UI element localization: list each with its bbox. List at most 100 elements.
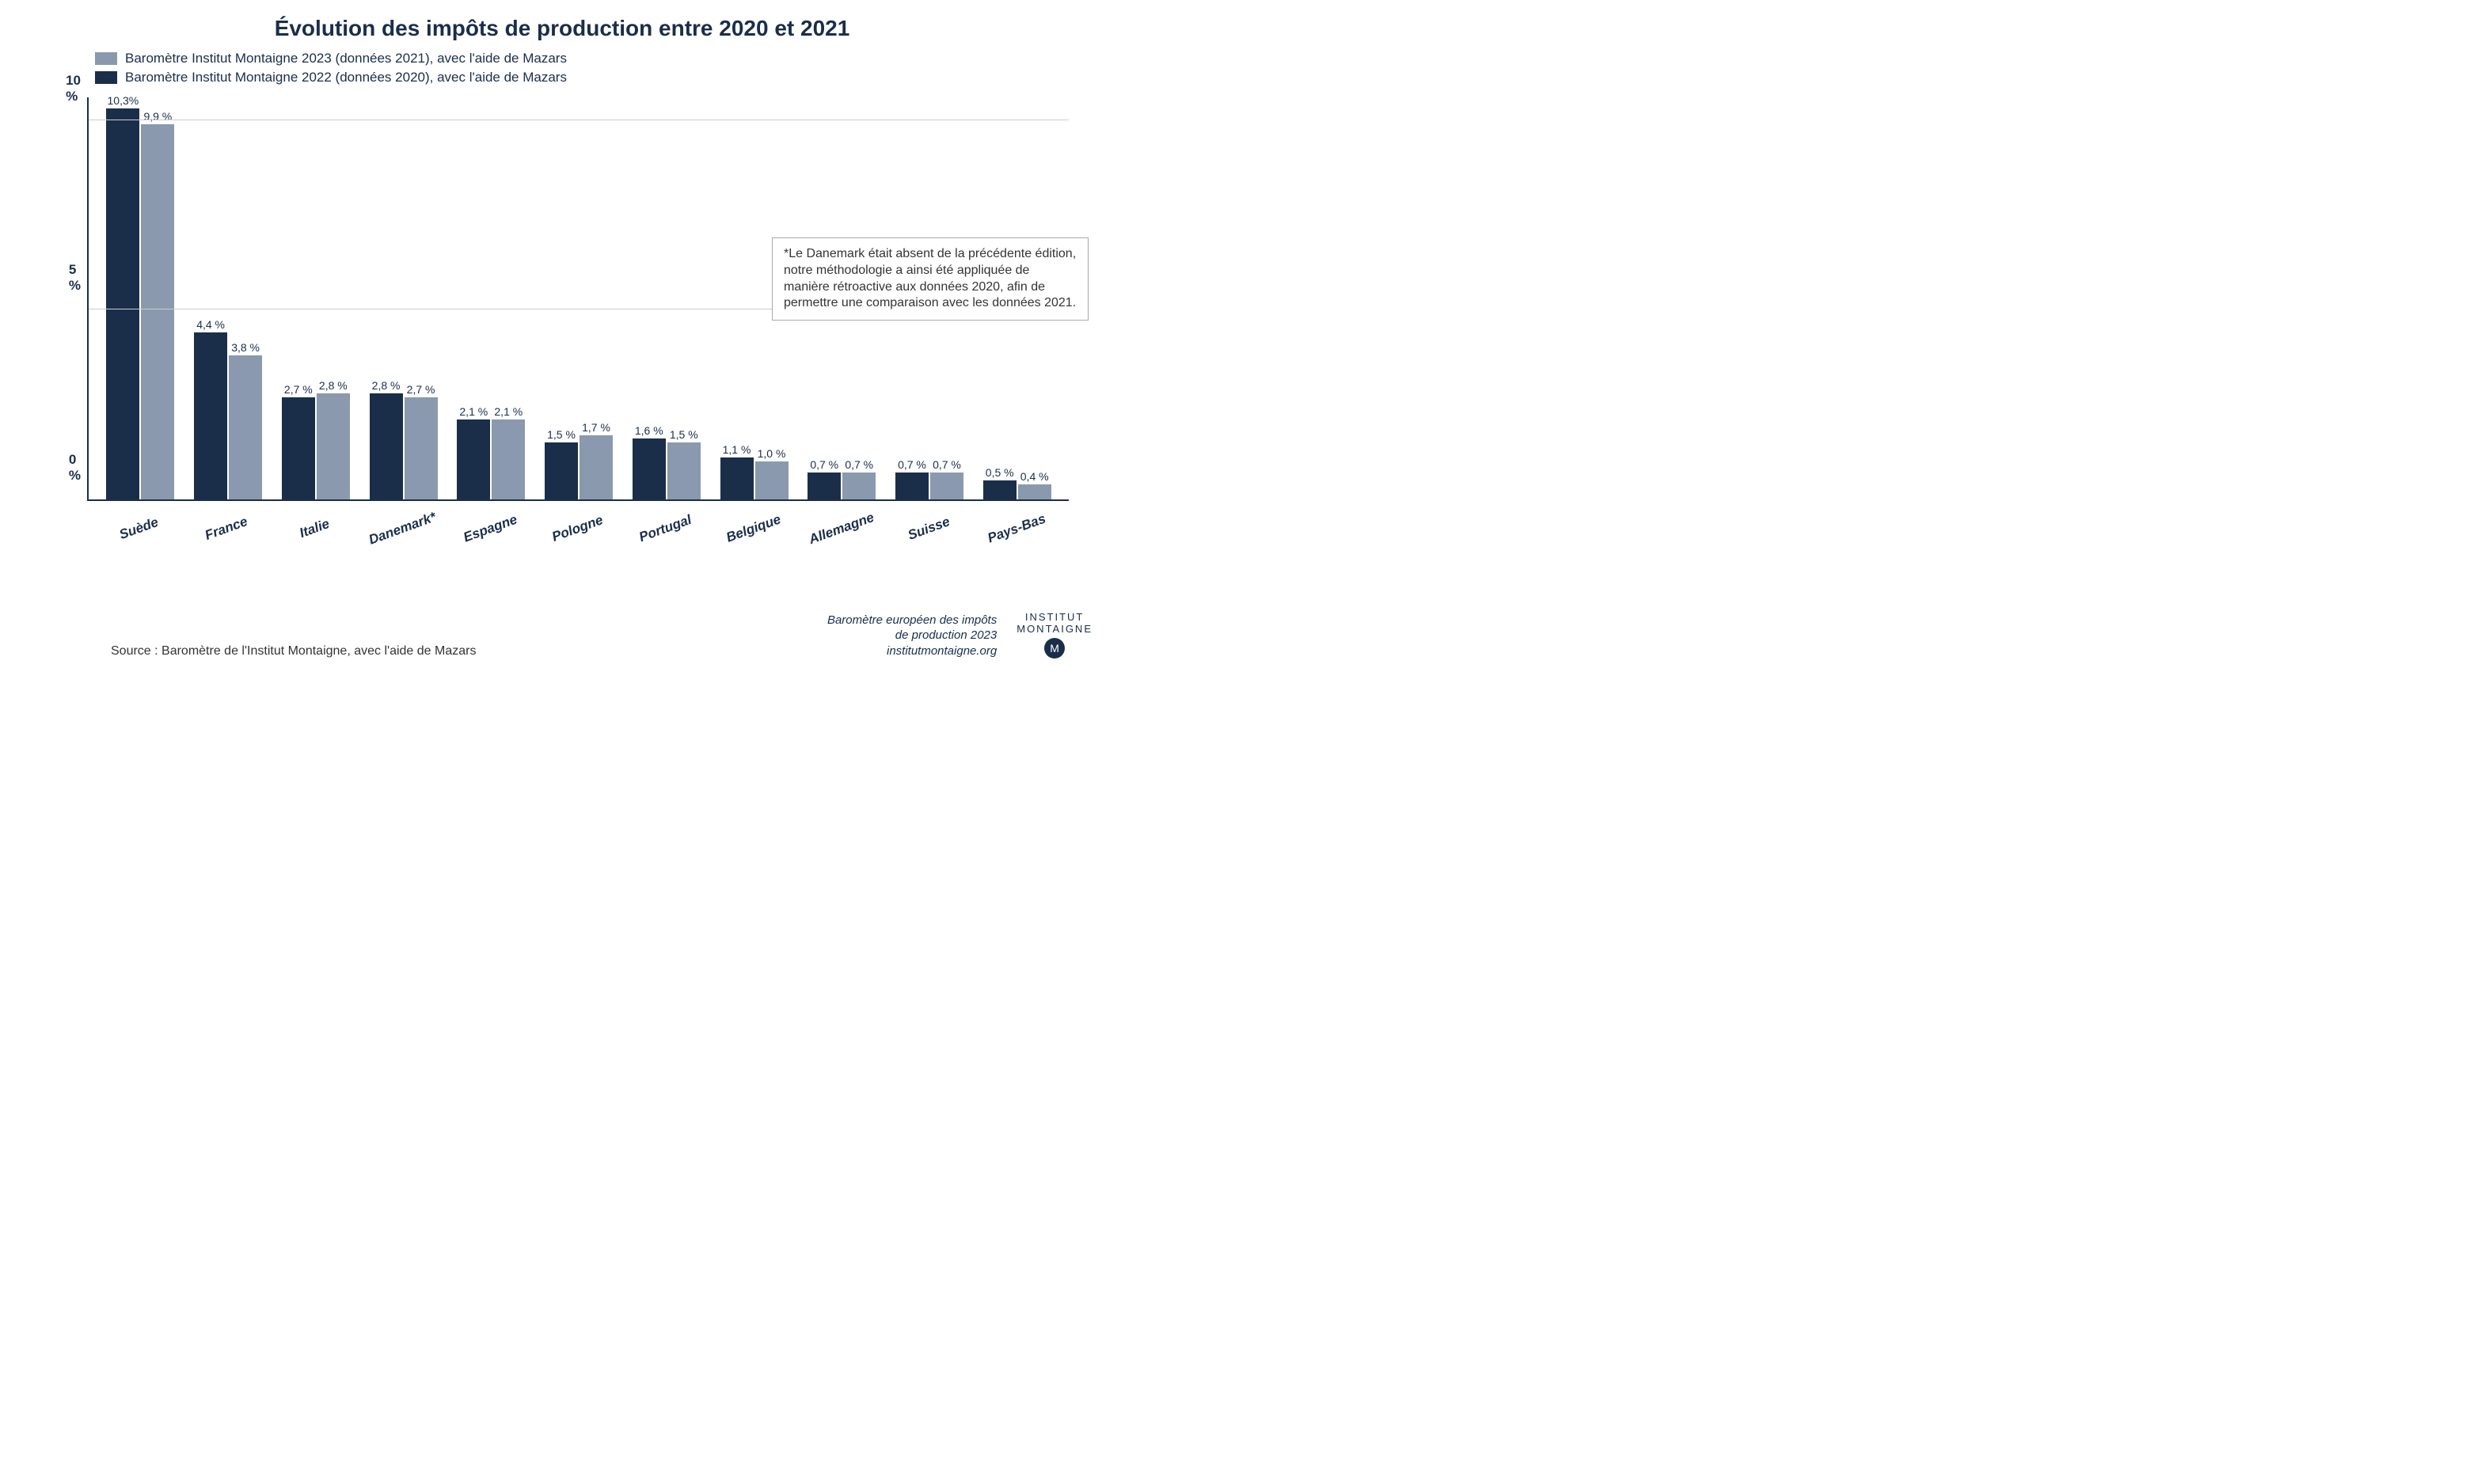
- bar-rect: [1018, 484, 1051, 499]
- bar-group: 1,6 % 1,5 %: [622, 97, 710, 499]
- bar-rect: [457, 419, 490, 499]
- legend-item-2022: Baromètre Institut Montaigne 2022 (donné…: [95, 70, 1093, 85]
- x-axis-label-text: France: [203, 514, 250, 544]
- bar: 2,8 %: [370, 97, 403, 499]
- y-axis-tick-label: 0 %: [69, 452, 81, 484]
- bar-value-label: 1,5 %: [547, 428, 576, 441]
- x-axis-label: Suisse: [885, 501, 973, 537]
- bar-value-label: 1,1 %: [723, 443, 751, 456]
- x-axis-label: Pays-Bas: [973, 501, 1061, 537]
- note-box: *Le Danemark était absent de la précéden…: [772, 237, 1089, 321]
- bar-rect: [580, 435, 613, 499]
- bar-rect: [633, 438, 666, 499]
- legend-label-2023: Baromètre Institut Montaigne 2023 (donné…: [125, 51, 567, 66]
- bar: 2,1 %: [492, 97, 525, 499]
- x-axis-label: Danemark*: [359, 501, 447, 537]
- x-axis-label-text: Suisse: [906, 514, 952, 544]
- logo: INSTITUT MONTAIGNE M: [1017, 612, 1093, 659]
- bar-value-label: 3,8 %: [231, 341, 260, 354]
- x-axis-label-text: Danemark*: [367, 509, 438, 548]
- bar-rect: [282, 397, 315, 499]
- footer: Source : Baromètre de l'Institut Montaig…: [32, 612, 1093, 659]
- bar-rect: [106, 108, 139, 499]
- bar: 2,8 %: [317, 97, 350, 499]
- bar-value-label: 2,1 %: [494, 405, 523, 418]
- bar-rect: [229, 355, 262, 499]
- bar-rect: [667, 442, 701, 499]
- bar-rect: [492, 419, 525, 499]
- bar-value-label: 0,5 %: [986, 466, 1014, 479]
- chart-title: Évolution des impôts de production entre…: [32, 16, 1093, 41]
- logo-line1: INSTITUT: [1017, 612, 1093, 623]
- bar: 1,5 %: [667, 97, 701, 499]
- bar: 2,7 %: [405, 97, 438, 499]
- bar-rect: [983, 480, 1017, 499]
- x-axis-label: Belgique: [709, 501, 797, 537]
- bar: 2,7 %: [282, 97, 315, 499]
- x-axis-label-text: Belgique: [724, 511, 783, 545]
- bar: 10,3%: [106, 97, 139, 499]
- chart-container: Évolution des impôts de production entre…: [0, 0, 1124, 674]
- bar: 3,8 %: [229, 97, 262, 499]
- bar-value-label: 1,5 %: [670, 428, 698, 441]
- legend-swatch-2023: [95, 52, 117, 65]
- bar-value-label: 2,8 %: [372, 379, 401, 392]
- bar-value-label: 0,7 %: [933, 458, 961, 471]
- bar-group: 2,1 % 2,1 %: [447, 97, 535, 499]
- bar-value-label: 1,6 %: [635, 424, 663, 437]
- bar: 1,1 %: [720, 97, 754, 499]
- bar-value-label: 4,4 %: [196, 318, 225, 331]
- bar-value-label: 0,7 %: [810, 458, 838, 471]
- attribution: Baromètre européen des impôts de product…: [827, 613, 997, 659]
- bar-rect: [930, 473, 963, 499]
- x-axis-label: Portugal: [621, 501, 709, 537]
- legend-label-2022: Baromètre Institut Montaigne 2022 (donné…: [125, 70, 567, 85]
- bar-value-label: 0,4 %: [1020, 470, 1049, 483]
- bar-group: 10,3%9,9 %: [97, 97, 184, 499]
- bar-rect: [808, 473, 841, 499]
- footer-right: Baromètre européen des impôts de product…: [827, 612, 1093, 659]
- bar-value-label: 10,3%: [108, 94, 139, 107]
- bar-group: 2,7 % 2,8 %: [272, 97, 359, 499]
- bar: 1,5 %: [545, 97, 578, 499]
- x-axis-label-text: Pologne: [550, 512, 606, 545]
- bar: 9,9 %: [141, 97, 174, 499]
- bar-value-label: 1,7 %: [582, 421, 610, 434]
- x-axis-label: France: [183, 501, 271, 537]
- y-axis-tick-label: 5 %: [69, 262, 81, 294]
- logo-line2: MONTAIGNE: [1017, 624, 1093, 635]
- x-axis-label-text: Portugal: [637, 512, 694, 545]
- bar-value-label: 2,7 %: [284, 383, 313, 396]
- bar-value-label: 1,0 %: [758, 447, 786, 460]
- bar-rect: [842, 473, 876, 499]
- bar-value-label: 2,7 %: [407, 383, 435, 396]
- x-axis-label: Espagne: [447, 501, 534, 537]
- bar-rect: [755, 461, 789, 499]
- bar: 4,4 %: [194, 97, 227, 499]
- bar: 1,6 %: [633, 97, 666, 499]
- bar-group: 2,8 % 2,7 %: [359, 97, 447, 499]
- legend-swatch-2022: [95, 71, 117, 84]
- bar-rect: [194, 332, 227, 499]
- x-axis-label-text: Suède: [117, 514, 161, 543]
- x-axis-label: Suède: [95, 501, 183, 537]
- bar: 2,1 %: [457, 97, 490, 499]
- x-axis-label: Pologne: [534, 501, 622, 537]
- x-axis-label-text: Pays-Bas: [986, 511, 1048, 547]
- bar-rect: [317, 393, 350, 499]
- bar-rect: [370, 393, 403, 499]
- x-axis-labels: SuèdeFranceItalieDanemark*EspagnePologne…: [87, 501, 1069, 537]
- attribution-line3: institutmontaigne.org: [827, 643, 997, 659]
- x-axis-label-text: Italie: [298, 516, 332, 541]
- bar-rect: [405, 397, 438, 499]
- x-axis-label-text: Allemagne: [807, 510, 876, 548]
- bar-rect: [545, 442, 578, 499]
- bar-group: 1,5 % 1,7 %: [535, 97, 623, 499]
- bar-value-label: 2,1 %: [459, 405, 488, 418]
- bar-value-label: 0,7 %: [898, 458, 926, 471]
- bar-rect: [895, 473, 929, 499]
- attribution-line1: Baromètre européen des impôts: [827, 613, 997, 628]
- x-axis-label: Allemagne: [797, 501, 885, 537]
- bar-rect: [720, 457, 754, 499]
- source-text: Source : Baromètre de l'Institut Montaig…: [111, 644, 476, 659]
